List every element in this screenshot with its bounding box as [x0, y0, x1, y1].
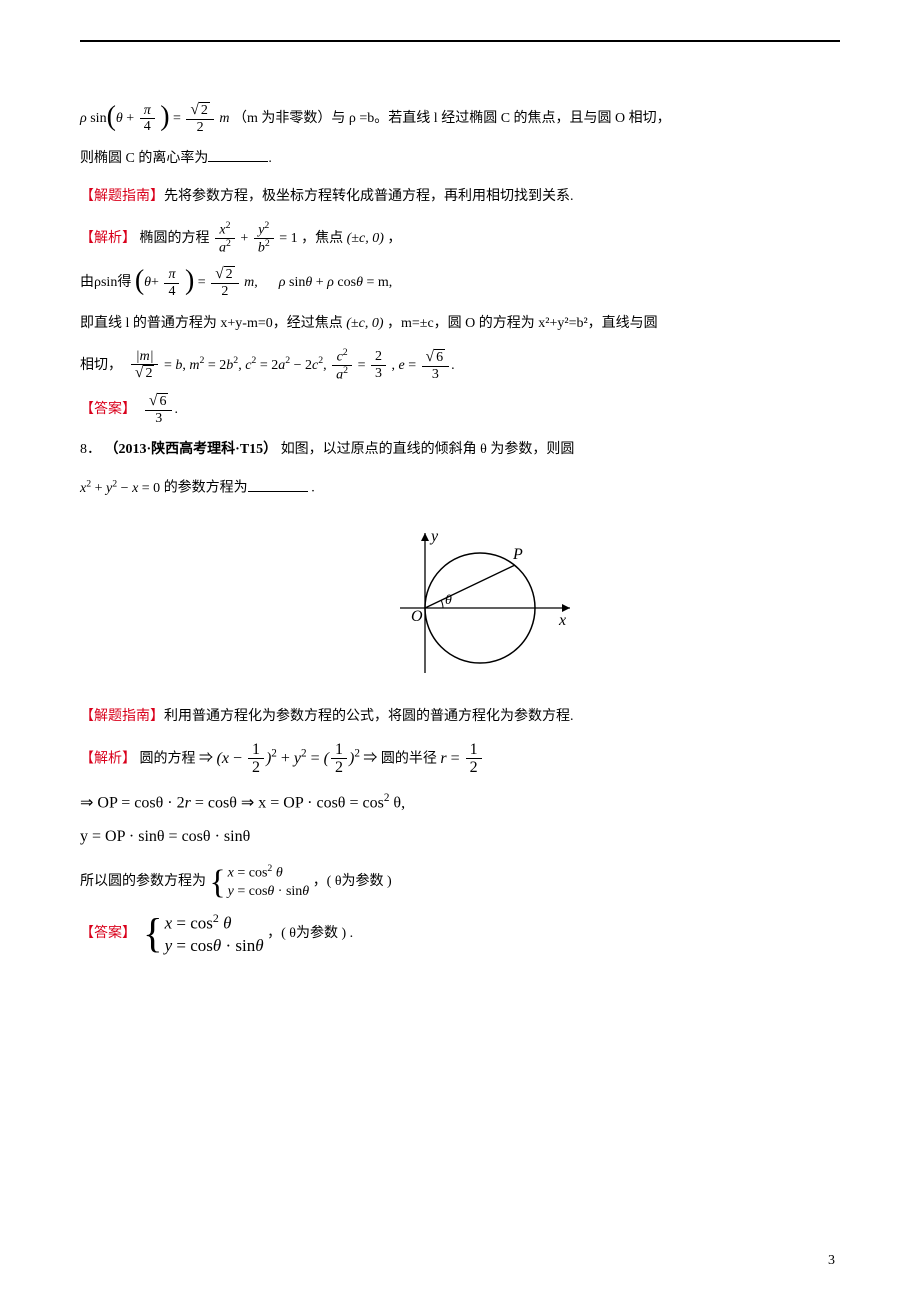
page-number: 3: [828, 1250, 835, 1272]
hint-label-2: 【解题指南】: [80, 709, 164, 724]
parse-line-1: 【解析】 椭圆的方程 x2a2 + y2b2 = 1 ，焦点 (±c, 0) ，: [80, 221, 840, 256]
answer2-suffix: ，( θ为参数 ) .: [267, 927, 353, 942]
q8-line2: x2 + y2 − x = 0 的参数方程为 .: [80, 474, 840, 503]
parse-label: 【解析】: [80, 231, 136, 246]
parse2-line: 【解析】 圆的方程 ⇒ (x − 12)2 + y2 = (12)2 ⇒ 圆的半…: [80, 741, 840, 777]
hint-text-1: 先将参数方程，极坐标方程转化成普通方程，再利用相切找到关系.: [164, 189, 574, 204]
param-eq-line: 所以圆的参数方程为 { x = cos2 θ y = cosθ · sinθ ，…: [80, 863, 840, 901]
blank-2: [248, 477, 308, 492]
tangent-eq: 相切， |m| √2 = b, m2 = 2b2, c2 = 2a2 − 2c2…: [80, 348, 840, 383]
fig-label-O: O: [411, 608, 423, 625]
parse-text-1b: ，焦点: [301, 231, 343, 246]
parse2b: ⇒ 圆的半径: [363, 751, 437, 766]
tangent-pre: 相切，: [80, 358, 122, 373]
q8-source: （2013·陕西高考理科·T15）: [105, 442, 278, 457]
answer-block-1: 【答案】 √6 3 .: [80, 393, 840, 426]
q8-figure: O x y P θ: [345, 513, 575, 693]
derive-polar: 由ρsin得 (θ+ π4 ) = √2 2 m, ρ sinθ + ρ cos…: [80, 266, 840, 299]
q8-suffix: .: [308, 481, 315, 496]
fig-label-P: P: [512, 546, 523, 563]
hint-text-2: 利用普通方程化为参数方程的公式，将圆的普通方程化为参数方程.: [164, 709, 574, 724]
top-rule: [80, 40, 840, 42]
problem-line-2: 则椭圆 C 的离心率为.: [80, 145, 840, 173]
answer-label-2: 【答案】: [80, 927, 136, 942]
parse-text-1c: ，: [387, 231, 401, 246]
q8-body1: 如图，以过原点的直线的倾斜角 θ 为参数，则圆: [281, 442, 575, 457]
fig-label-y: y: [429, 528, 439, 545]
parse2a: 圆的方程 ⇒: [140, 751, 217, 766]
q8-number: 8．: [80, 442, 101, 457]
param-suffix: ，( θ为参数 ): [313, 875, 392, 890]
line-l-mid: ，m=±c，圆 O 的方程为 x²+y²=b²，直线与圆: [387, 316, 658, 331]
param-pre: 所以圆的参数方程为: [80, 875, 206, 890]
problem-line-1: ρ sin(θ + π4 ) = √2 2 m （m 为非零数）与 ρ =b。若…: [80, 102, 840, 135]
fig-label-theta: θ: [445, 593, 452, 608]
eccentricity-prompt: 则椭圆 C 的离心率为: [80, 151, 208, 166]
parse-text-1a: 椭圆的方程: [140, 231, 210, 246]
fig-label-x: x: [558, 612, 566, 629]
answer-block-2: 【答案】 { x = cos2 θ y = cosθ · sinθ ，( θ为参…: [80, 911, 840, 957]
q8-line1: 8． （2013·陕西高考理科·T15） 如图，以过原点的直线的倾斜角 θ 为参…: [80, 436, 840, 464]
deriv-line-2: y = OP · sinθ = cosθ · sinθ: [80, 821, 840, 853]
hint-block-1: 【解题指南】先将参数方程，极坐标方程转化成普通方程，再利用相切找到关系.: [80, 183, 840, 211]
parse-label-2: 【解析】: [80, 751, 136, 766]
answer-label-1: 【答案】: [80, 402, 136, 417]
hint-label: 【解题指南】: [80, 189, 164, 204]
deriv-line-1: ⇒ OP = cosθ · 2r = cosθ ⇒ x = OP · cosθ …: [80, 787, 840, 819]
from-label: 由ρsin得: [80, 275, 131, 290]
hint-block-2: 【解题指南】利用普通方程化为参数方程的公式，将圆的普通方程化为参数方程.: [80, 703, 840, 731]
q8-body2: 的参数方程为: [164, 481, 248, 496]
line-l-pre: 即直线 l 的普通方程为 x+y-m=0，经过焦点: [80, 316, 343, 331]
blank-1: [208, 147, 268, 162]
problem-text-1: （m 为非零数）与 ρ =b。若直线 l 经过椭圆 C 的焦点，且与圆 O 相切…: [233, 111, 671, 126]
answer1-suffix: .: [174, 402, 178, 417]
line-l-desc: 即直线 l 的普通方程为 x+y-m=0，经过焦点 (±c, 0) ，m=±c，…: [80, 310, 840, 338]
